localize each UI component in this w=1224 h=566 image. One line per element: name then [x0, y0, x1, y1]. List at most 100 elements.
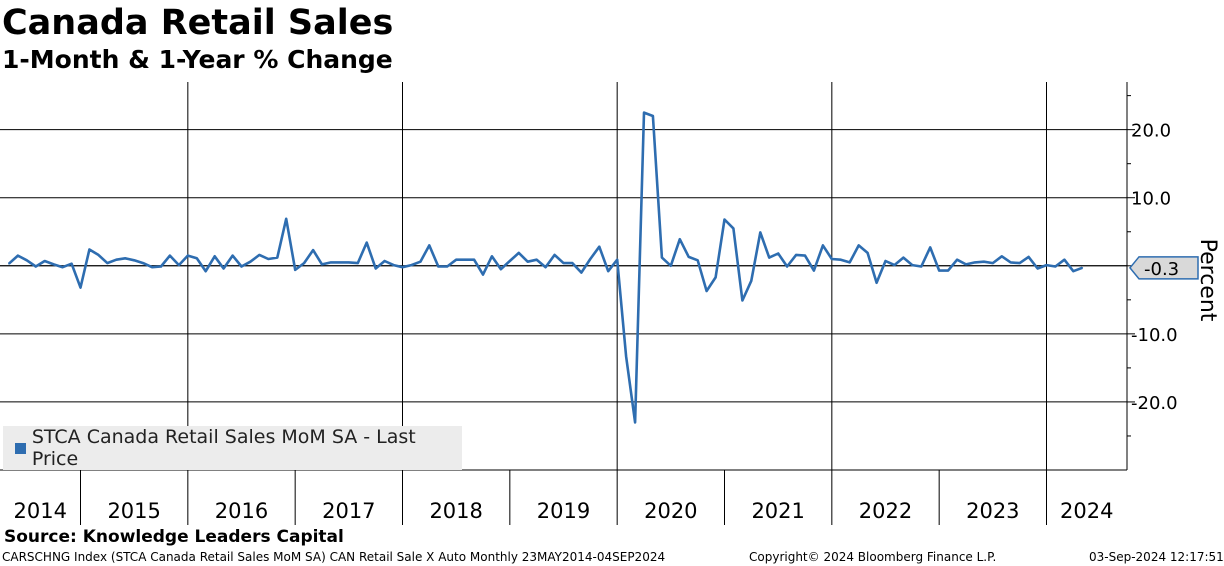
data-point [222, 267, 225, 270]
x-year-label: 2023 [966, 499, 1019, 523]
data-point [750, 280, 753, 282]
data-point [151, 266, 153, 269]
data-point [1045, 264, 1048, 266]
data-point [312, 249, 314, 251]
x-year-label: 2015 [107, 499, 160, 523]
data-point [374, 267, 377, 270]
timestamp: 03-Sep-2024 12:17:51 [1089, 550, 1224, 564]
y-tick-label: -10.0 [1131, 325, 1178, 346]
x-year-label: 2016 [215, 499, 268, 523]
data-point [473, 258, 475, 261]
data-point [52, 263, 55, 266]
data-point [106, 262, 109, 264]
ticker-info: CARSCHNG Index (STCA Canada Retail Sales… [2, 550, 666, 564]
data-point [974, 261, 976, 264]
data-point [1001, 255, 1003, 258]
data-point [365, 241, 368, 244]
data-point [133, 259, 135, 262]
x-year-label: 2024 [1060, 499, 1113, 523]
last-value-label: -0.3 [1144, 259, 1179, 280]
data-point [804, 254, 806, 257]
data-point [249, 260, 252, 263]
data-point [437, 265, 440, 268]
data-point [831, 258, 833, 260]
chart-title: Canada Retail Sales [2, 3, 394, 43]
legend-swatch [15, 442, 26, 454]
copyright: Copyright© 2024 Bloomberg Finance L.P. [749, 550, 997, 564]
data-point [580, 271, 583, 274]
data-point [518, 252, 520, 254]
data-point [813, 269, 815, 272]
data-point [330, 261, 332, 264]
data-point [240, 265, 243, 268]
data-point [571, 262, 574, 264]
data-point [142, 262, 144, 264]
data-point [535, 258, 538, 261]
data-point [875, 282, 878, 284]
data-point [43, 260, 46, 262]
data-point [204, 270, 207, 273]
data-point [446, 265, 449, 268]
data-point [178, 264, 180, 266]
data-point [187, 254, 189, 257]
grid-layer [0, 82, 1127, 470]
x-year-label: 2017 [322, 499, 375, 523]
data-point [294, 269, 297, 271]
data-point [983, 260, 985, 263]
x-year-label: 2020 [644, 499, 697, 523]
data-point [822, 244, 824, 247]
y-tick-label: 10.0 [1131, 189, 1171, 210]
data-point [526, 260, 529, 263]
last-value-tag [1129, 256, 1199, 280]
data-point [8, 262, 10, 265]
data-point [35, 265, 37, 268]
data-point [857, 244, 860, 247]
data-point [26, 259, 28, 262]
y-tick-label: 20.0 [1131, 121, 1171, 142]
series-layer [8, 111, 1084, 424]
data-point [661, 256, 663, 259]
x-year-label: 2021 [751, 499, 804, 523]
x-year-label: 2018 [429, 499, 482, 523]
data-point [392, 264, 395, 266]
data-point [1027, 256, 1030, 258]
data-point [482, 273, 484, 276]
data-point [231, 254, 234, 257]
data-point [169, 254, 171, 257]
data-point [160, 265, 162, 268]
legend-label: STCA Canada Retail Sales MoM SA - Last P… [31, 426, 416, 470]
x-year-label: 2019 [537, 499, 590, 523]
data-point [768, 256, 770, 259]
data-point [285, 218, 288, 220]
data-point [687, 256, 690, 258]
data-point [303, 262, 305, 264]
data-point [589, 258, 592, 260]
data-point [321, 263, 323, 266]
data-point [714, 276, 717, 279]
data-point [124, 257, 126, 260]
chart-subtitle: 1-Month & 1-Year % Change [2, 45, 393, 74]
data-point [616, 258, 618, 261]
y-tick-label: -20.0 [1131, 393, 1178, 414]
data-point [1072, 270, 1075, 273]
data-point [491, 255, 493, 258]
data-point [455, 258, 458, 261]
data-point [920, 265, 923, 268]
data-point [1063, 258, 1066, 261]
data-point [267, 258, 270, 260]
data-point [383, 260, 386, 262]
data-point [544, 266, 547, 269]
data-point [759, 231, 762, 234]
data-point [929, 246, 931, 249]
data-point [562, 262, 565, 264]
data-point [79, 286, 82, 289]
data-point [115, 258, 118, 261]
x-year-label: 2022 [859, 499, 912, 523]
data-point [679, 238, 681, 240]
data-point [428, 244, 431, 247]
data-point [553, 254, 556, 256]
data-point [965, 263, 967, 266]
data-point [893, 264, 896, 266]
data-point [786, 265, 788, 268]
